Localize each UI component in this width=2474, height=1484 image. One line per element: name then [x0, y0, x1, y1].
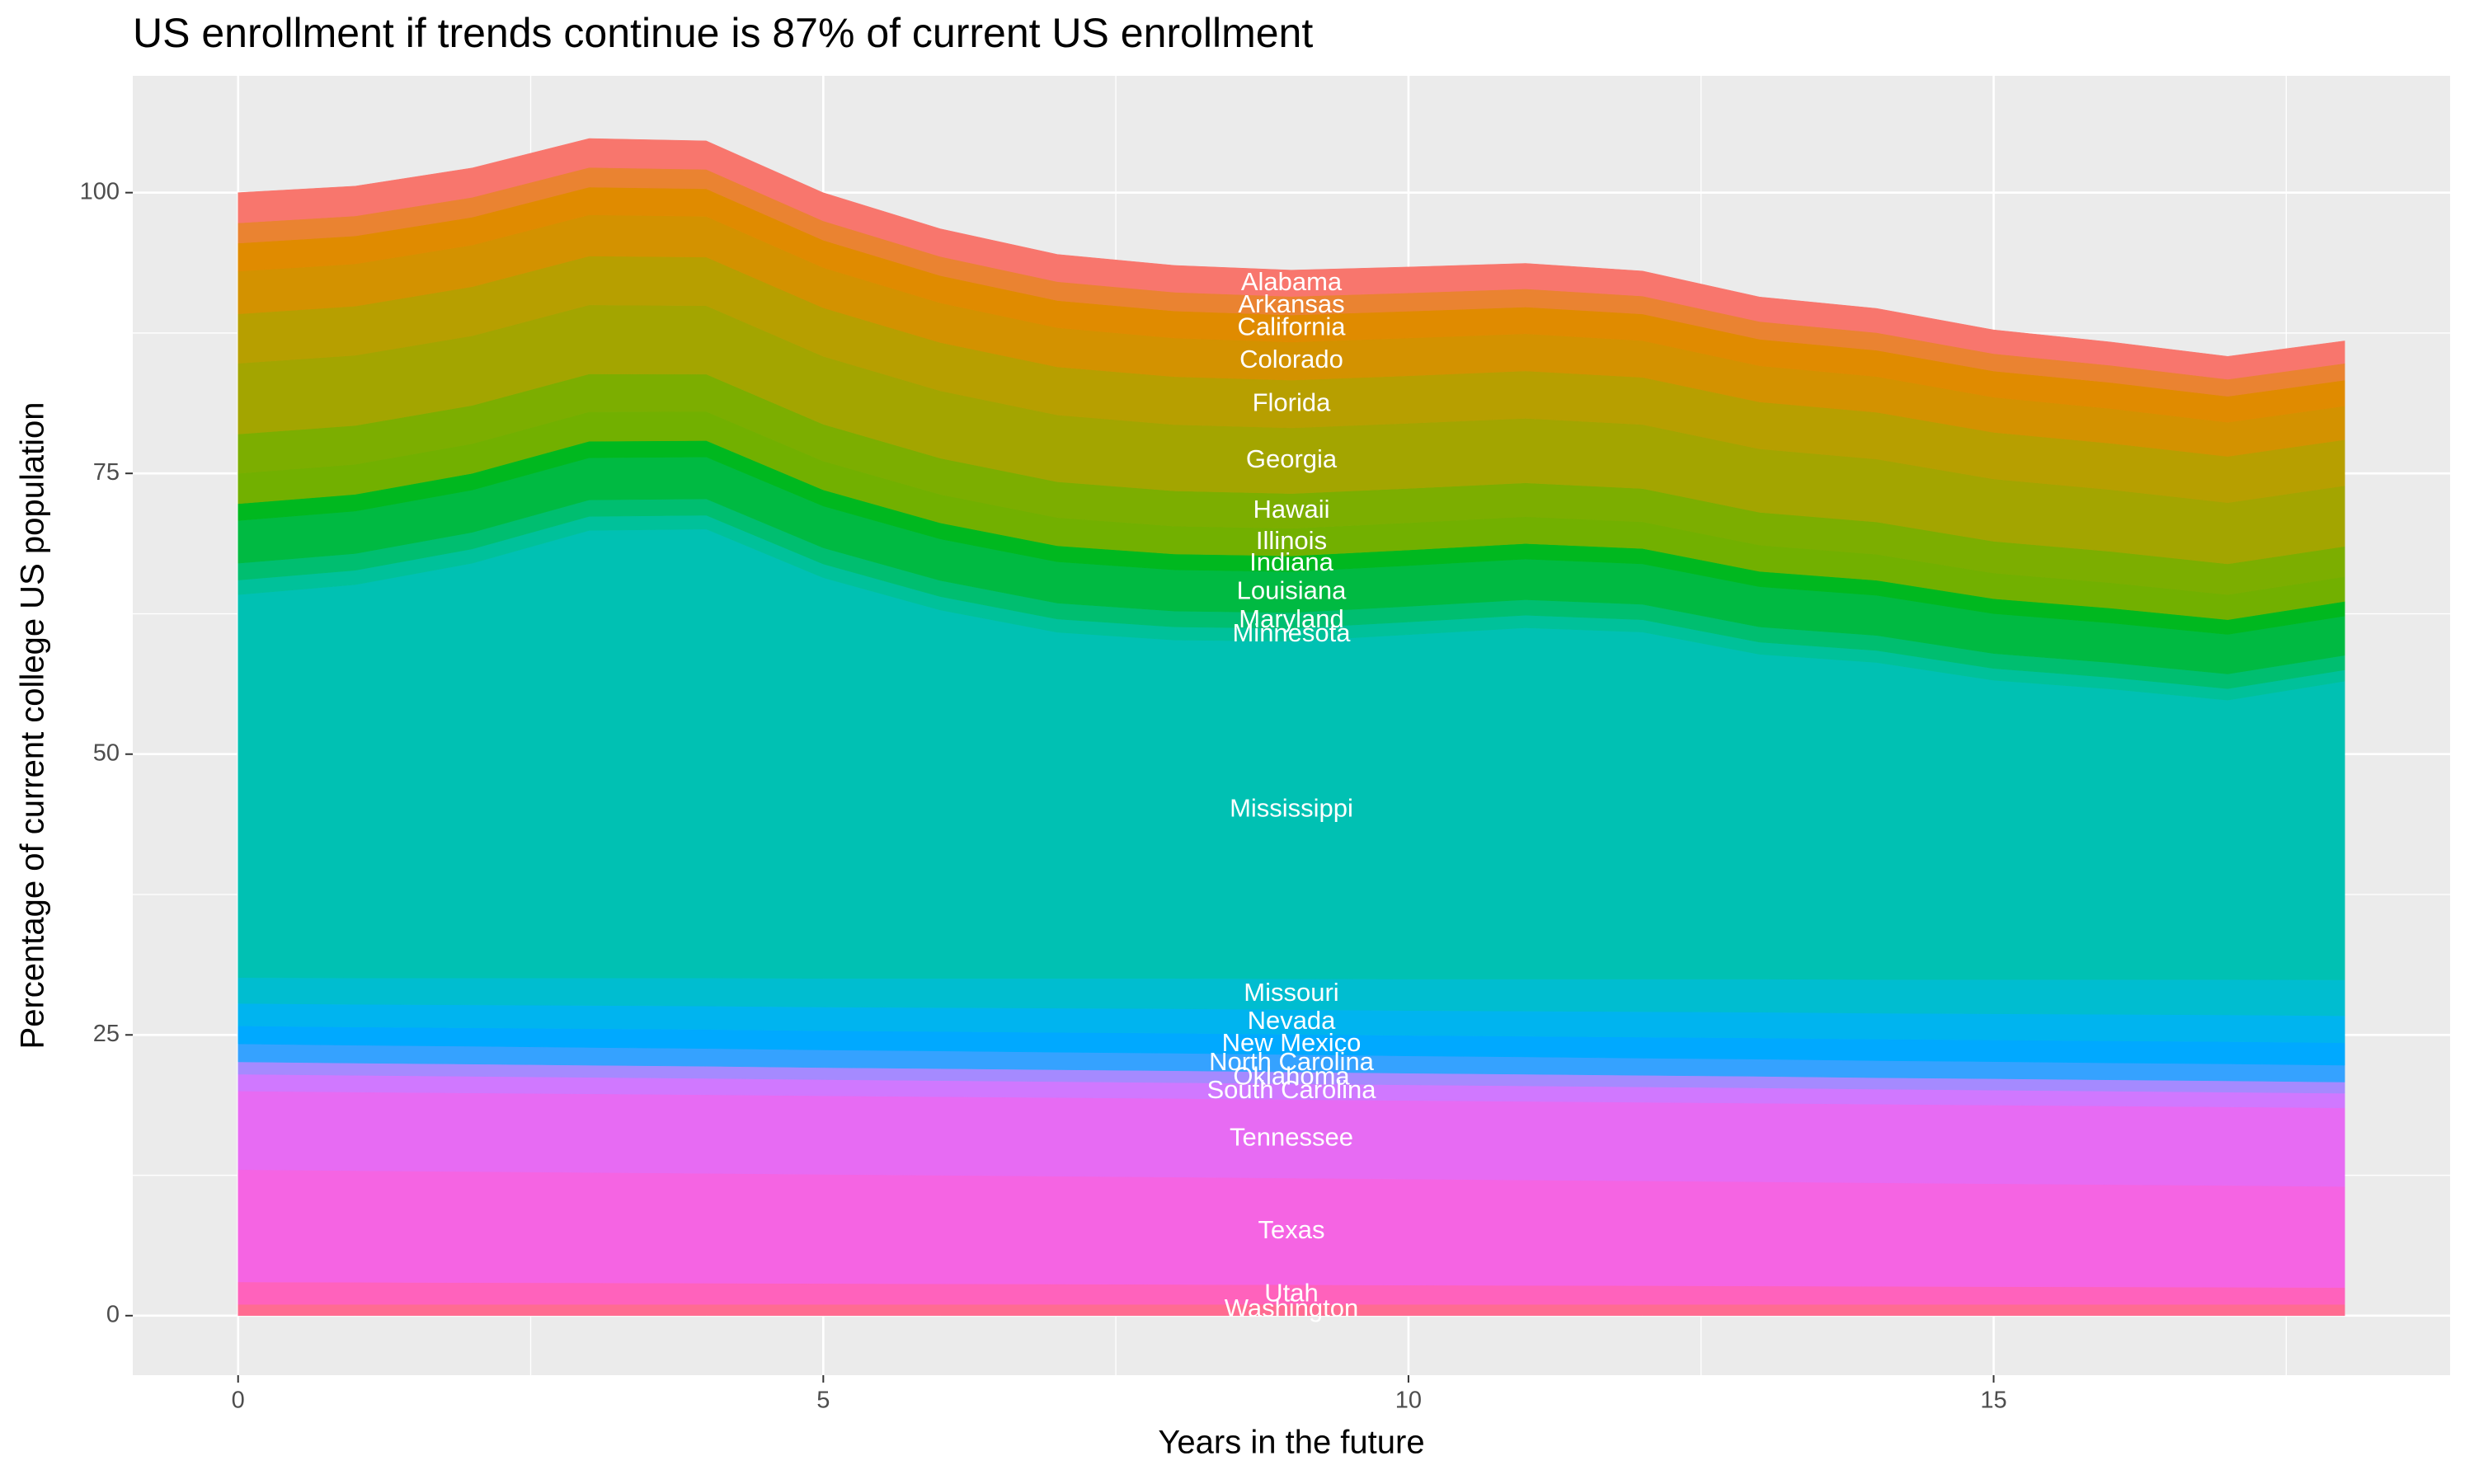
- area-label: Illinois: [1256, 526, 1327, 555]
- y-tick-label: 100: [80, 178, 120, 204]
- y-tick-label: 50: [93, 740, 120, 766]
- area-label: Missouri: [1244, 978, 1338, 1007]
- area-label: Georgia: [1246, 444, 1338, 473]
- area-label: Florida: [1253, 387, 1332, 416]
- area-label: Colorado: [1239, 345, 1343, 373]
- chart-title: US enrollment if trends continue is 87% …: [133, 10, 1313, 56]
- area-label: Minnesota: [1232, 618, 1351, 647]
- area-label: Mississippi: [1230, 794, 1353, 823]
- areas: [238, 138, 2345, 1317]
- area: [238, 138, 2345, 380]
- area-label: California: [1238, 312, 1347, 341]
- x-tick-label: 10: [1395, 1388, 1422, 1414]
- x-tick-label: 15: [1980, 1388, 2006, 1414]
- area-label: Nevada: [1248, 1006, 1337, 1035]
- area-label: Arkansas: [1238, 289, 1344, 318]
- area-label: North Carolina: [1209, 1047, 1375, 1076]
- area-label: Louisiana: [1237, 575, 1347, 604]
- y-tick-label: 25: [93, 1021, 120, 1047]
- area-label: Indiana: [1249, 547, 1333, 576]
- x-tick-label: 0: [232, 1388, 245, 1414]
- y-tick-label: 75: [93, 459, 120, 486]
- x-tick-label: 5: [816, 1388, 830, 1414]
- x-axis-label: Years in the future: [1158, 1425, 1424, 1461]
- area-label: Alabama: [1241, 267, 1343, 296]
- area-label: Washington: [1225, 1294, 1359, 1322]
- area-label: Tennessee: [1230, 1122, 1353, 1151]
- y-axis-label: Percentage of current college US populat…: [15, 402, 51, 1050]
- area-label: Maryland: [1239, 604, 1344, 633]
- area-label: Texas: [1258, 1215, 1325, 1244]
- area-label: Hawaii: [1253, 495, 1329, 524]
- area-label: New Mexico: [1222, 1028, 1362, 1057]
- axes: 0 5 10 15 0 25 50 75 100: [80, 178, 2007, 1413]
- y-tick-label: 0: [106, 1301, 120, 1327]
- area-label: Oklahoma: [1233, 1062, 1350, 1091]
- area-label: Utah: [1264, 1278, 1318, 1307]
- area-label: South Carolina: [1206, 1075, 1376, 1104]
